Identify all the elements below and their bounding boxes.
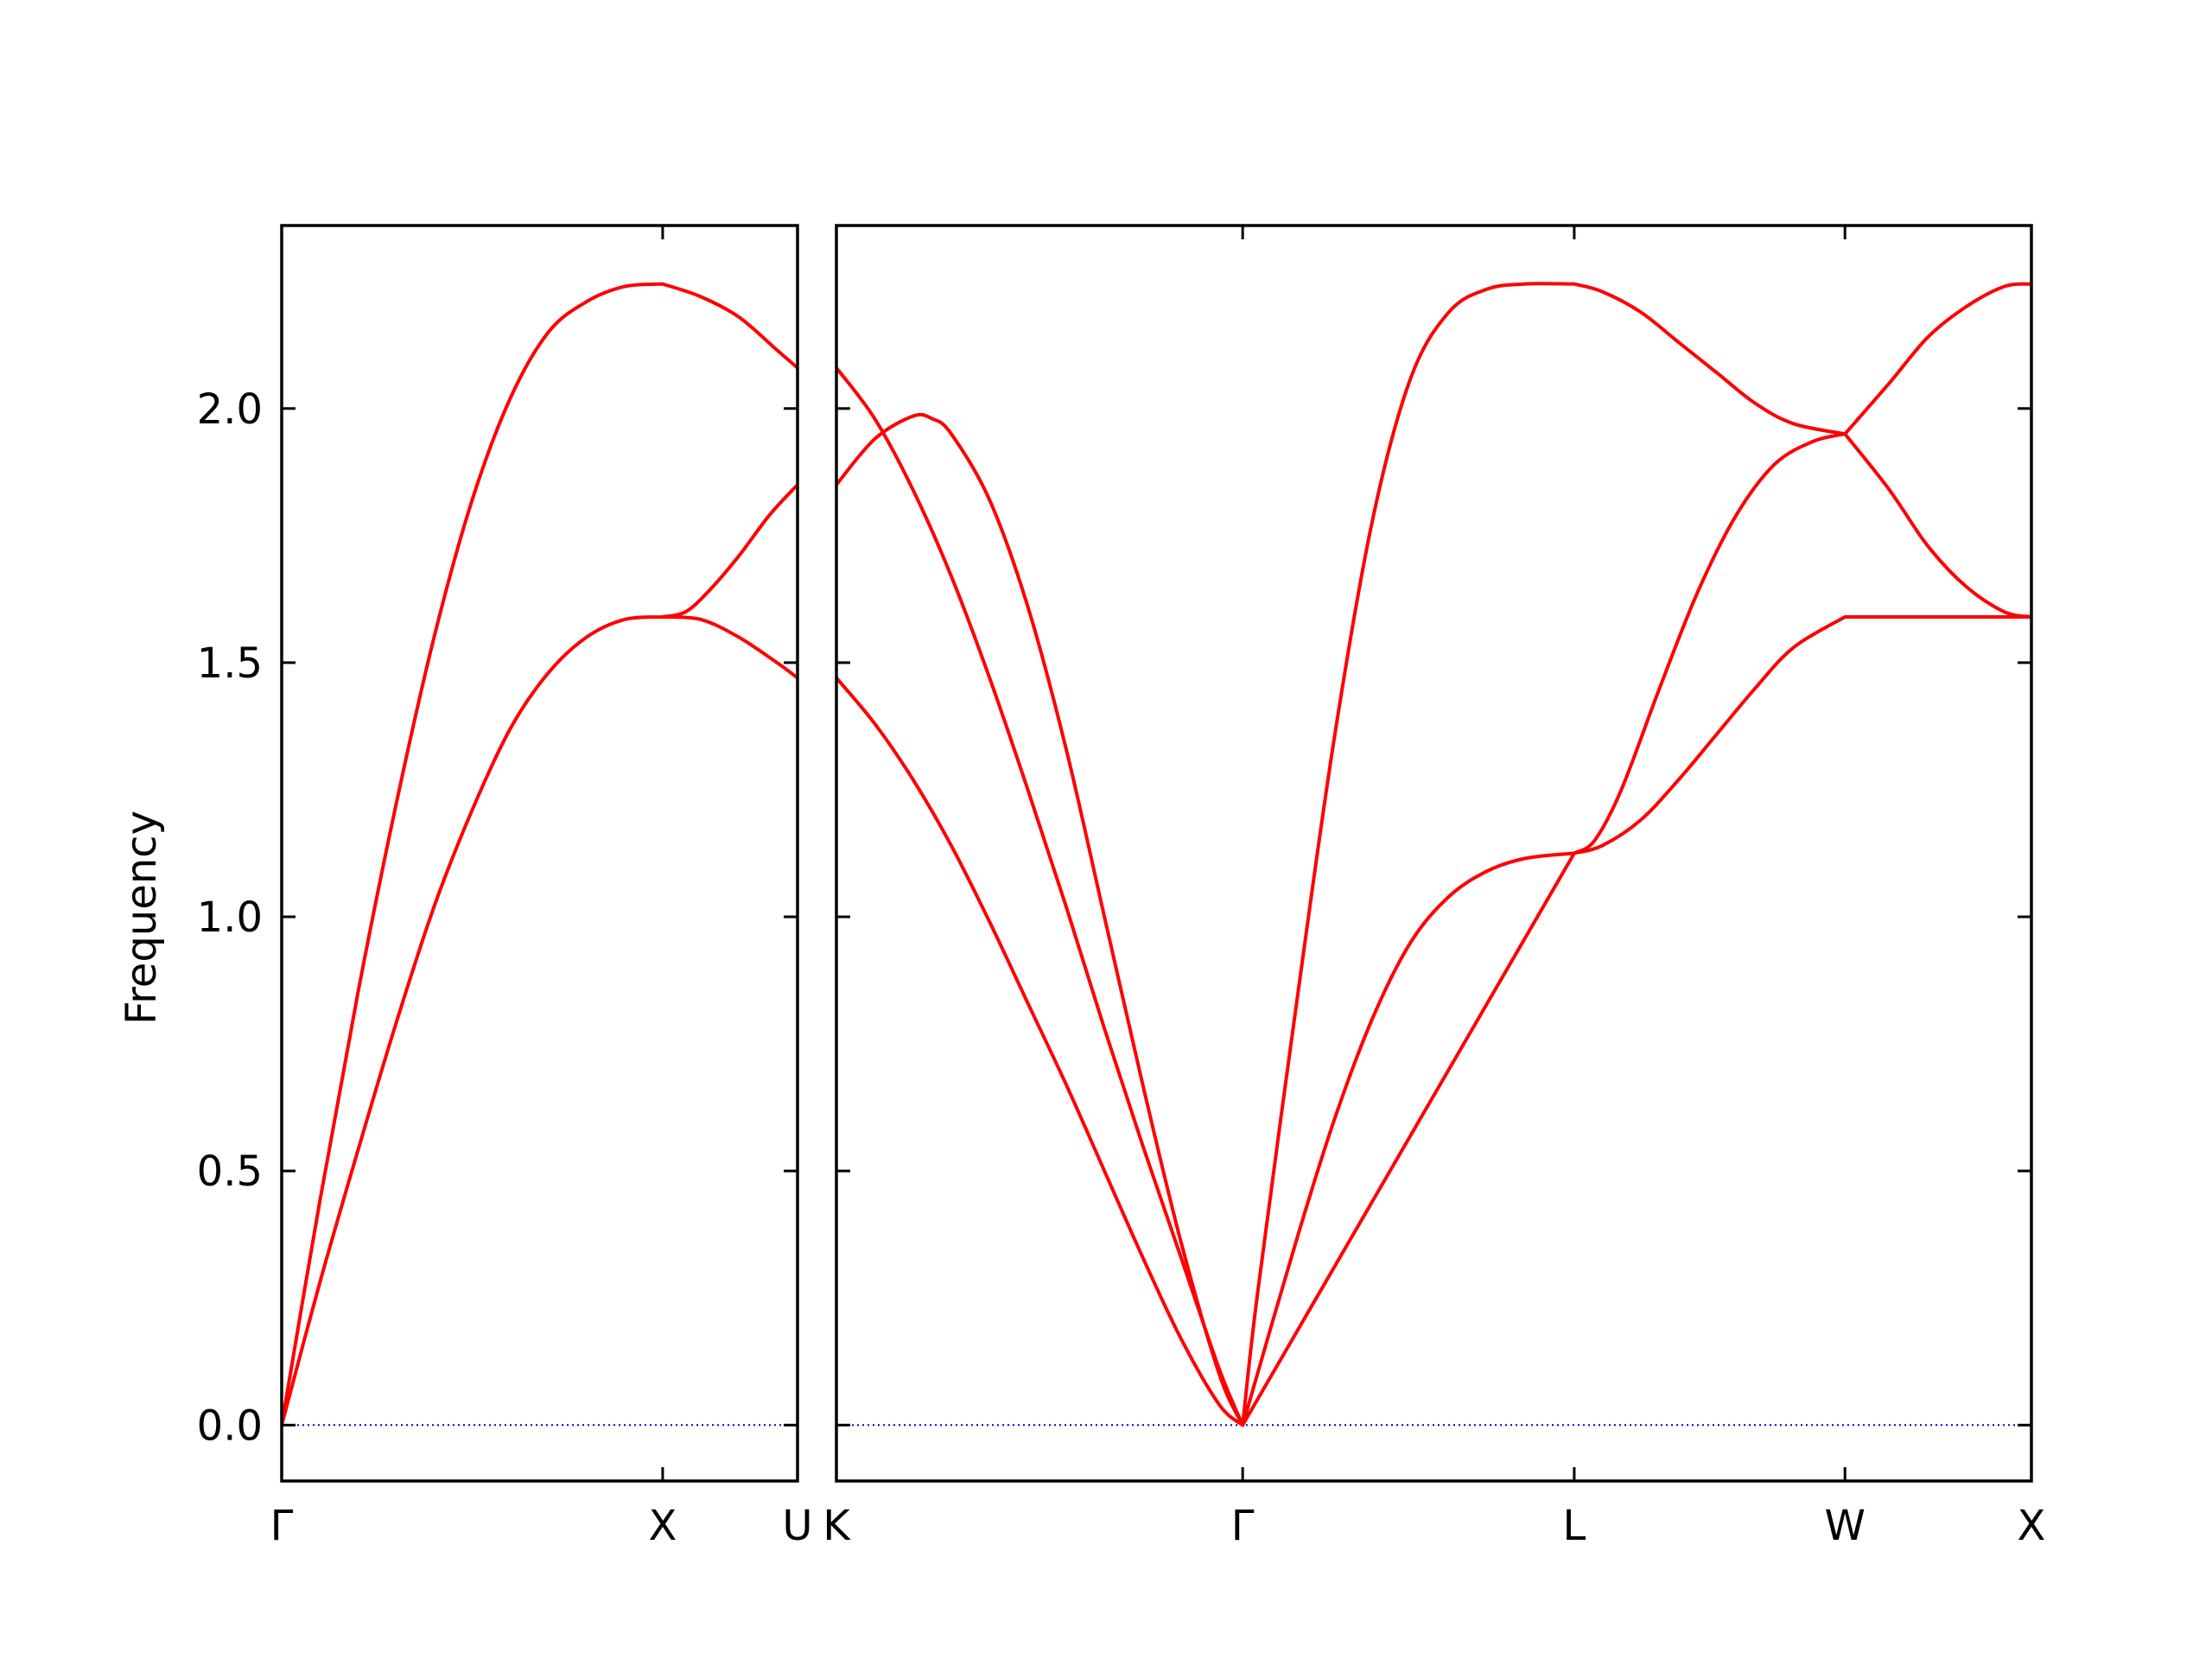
y-tick-label: 0.0 xyxy=(197,1402,263,1450)
axes-frame xyxy=(280,224,799,1483)
y-tick-label: 1.0 xyxy=(197,893,263,942)
high-symmetry-label: K xyxy=(823,1502,851,1550)
panel-1: 0.0 0.5 1.0 1.5 2.0 Γ X U xyxy=(197,224,813,1550)
y-tick-label: 1.5 xyxy=(197,639,263,688)
bands xyxy=(282,282,798,1427)
high-symmetry-label: Γ xyxy=(1231,1502,1255,1550)
high-symmetry-label: X xyxy=(2018,1502,2046,1550)
high-symmetry-label: W xyxy=(1824,1502,1865,1550)
high-symmetry-label: X xyxy=(648,1502,677,1550)
panels: 0.0 0.5 1.0 1.5 2.0 Γ X U K Γ L W X xyxy=(197,224,2046,1550)
band-2 xyxy=(282,282,798,1427)
y-tick-label: 2.0 xyxy=(197,385,263,434)
band-3 xyxy=(836,282,2031,1427)
band-1 xyxy=(836,614,2031,1427)
y-axis-label: Frequency xyxy=(118,810,166,1025)
high-symmetry-label: Γ xyxy=(270,1502,294,1550)
high-symmetry-label: U xyxy=(782,1502,812,1550)
axes-frame xyxy=(835,224,2033,1483)
bands xyxy=(836,282,2031,1427)
band-2 xyxy=(836,365,2031,1427)
high-symmetry-label: L xyxy=(1563,1502,1586,1550)
band-1 xyxy=(282,614,798,1427)
y-tick-label: 0.5 xyxy=(197,1147,263,1196)
band-3 xyxy=(660,483,798,619)
